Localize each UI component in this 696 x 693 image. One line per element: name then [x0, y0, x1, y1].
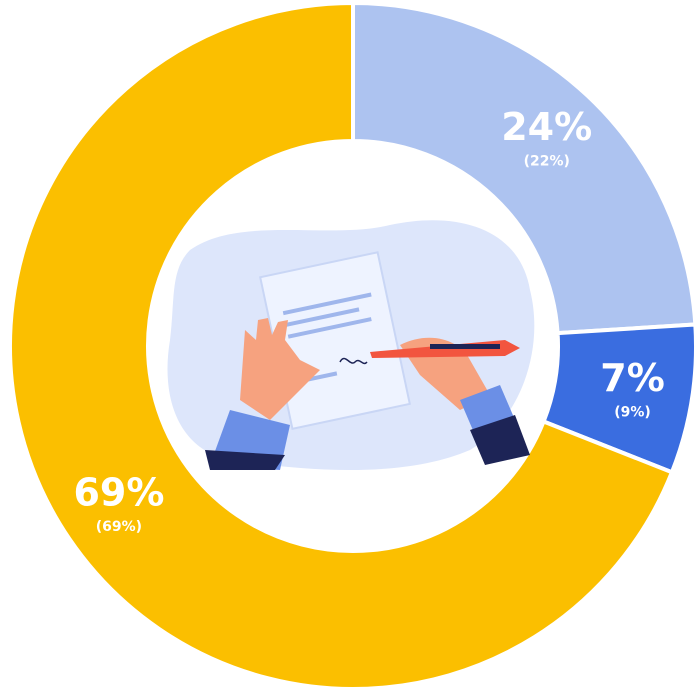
slice: [8, 0, 675, 691]
value-label: 24%: [501, 105, 592, 149]
value-label: 69%: [73, 471, 164, 515]
slice: [351, 0, 696, 336]
sub-label: (22%): [524, 154, 570, 170]
sub-label: (9%): [614, 404, 651, 420]
illustration: [167, 220, 535, 470]
sub-label: (69%): [96, 519, 142, 535]
value-label: 7%: [600, 356, 665, 400]
slices: [8, 0, 696, 691]
